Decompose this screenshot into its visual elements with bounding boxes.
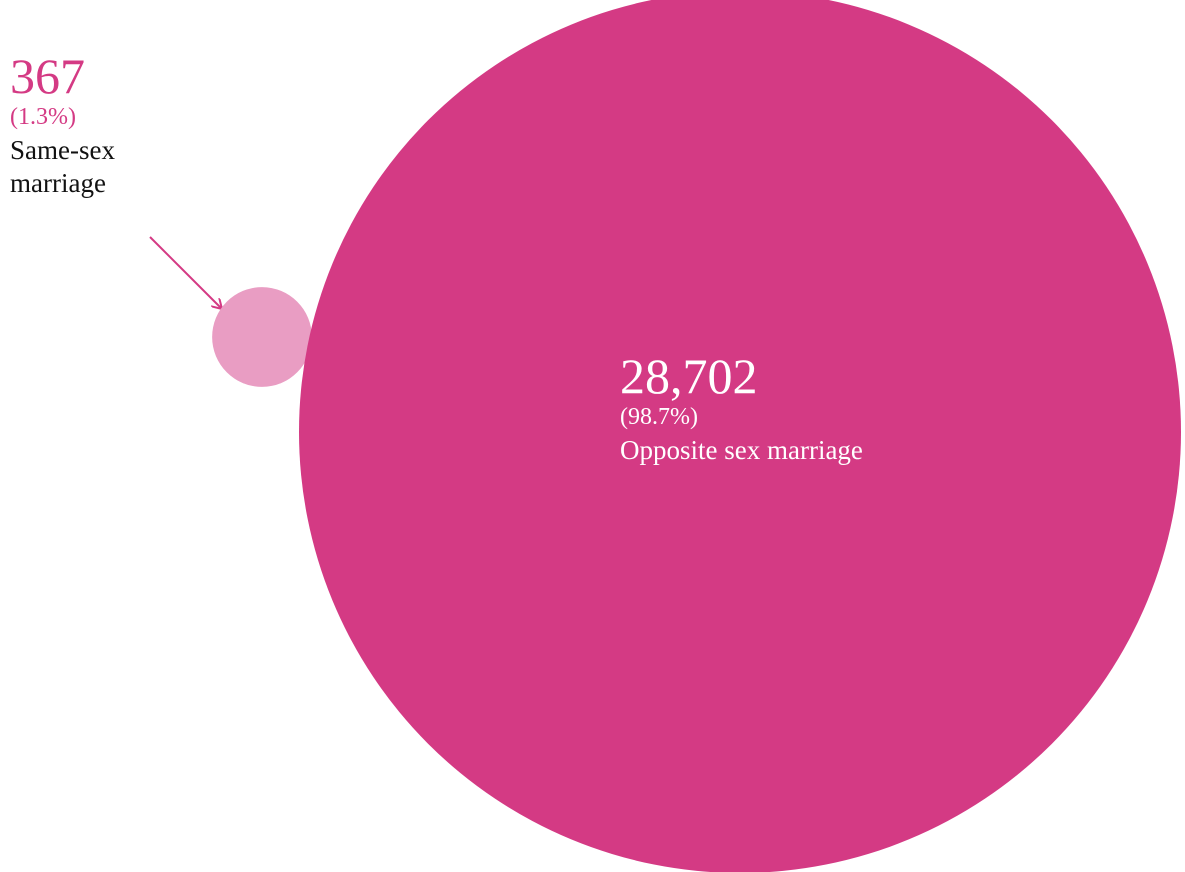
value-label: 28,702 <box>620 348 758 404</box>
category-label: Opposite sex marriage <box>620 435 863 465</box>
value-label: 367 <box>10 48 85 104</box>
share-label: (98.7%) <box>620 404 698 430</box>
callout-arrow <box>149 236 222 309</box>
bubble <box>299 0 1181 872</box>
category-label: Same-sex marriage <box>10 135 115 198</box>
bubble <box>212 287 312 387</box>
share-label: (1.3%) <box>10 104 76 130</box>
